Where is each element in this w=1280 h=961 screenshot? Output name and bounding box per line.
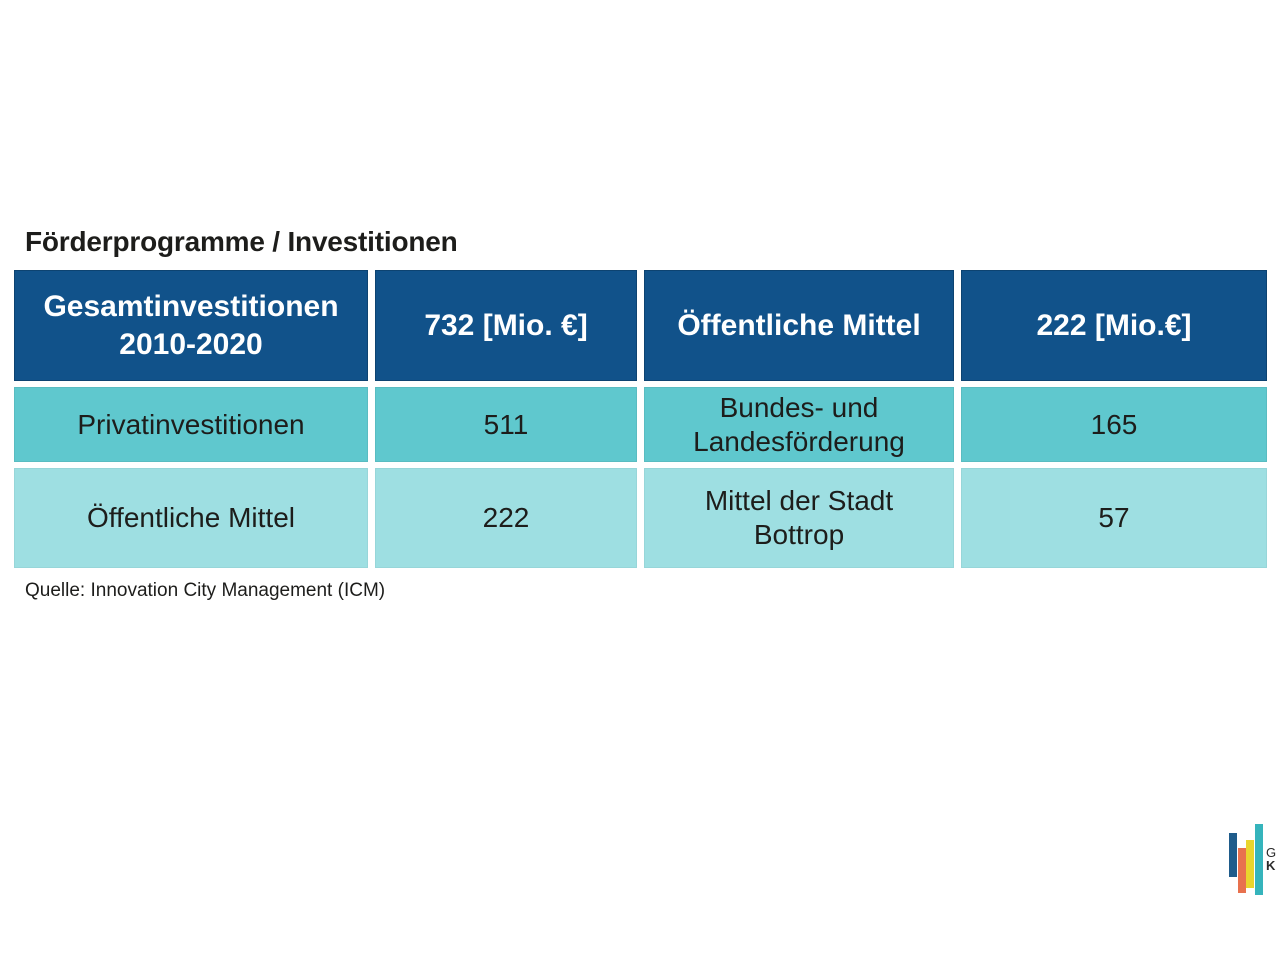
cell-privatinvestitionen-value-text: 511	[483, 408, 529, 440]
investment-table: Gesamtinvestitionen 2010-2020 732 [Mio. …	[14, 270, 1267, 568]
cell-stadt-bottrop-label-text: Mittel der Stadt Bottrop	[704, 485, 894, 550]
source-note: Quelle: Innovation City Management (ICM)	[25, 580, 386, 601]
header-cell-public-label: Öffentliche Mittel	[644, 270, 954, 381]
cell-bundes-landesfoerderung-label: Bundes- und Landesförderung	[644, 387, 954, 462]
cell-stadt-bottrop-label: Mittel der Stadt Bottrop	[644, 468, 954, 568]
logo-bar-yellow-icon	[1246, 840, 1254, 888]
logo-letters: G K	[1266, 846, 1276, 872]
cell-bundes-landesfoerderung-label-text: Bundes- und Landesförderung	[693, 391, 905, 457]
cell-stadt-bottrop-value: 57	[961, 468, 1267, 568]
logo-bar-orange-icon	[1238, 848, 1246, 893]
cell-oeffentliche-mittel-label-text: Öffentliche Mittel	[86, 502, 296, 534]
cell-privatinvestitionen-label-text: Privatinvestitionen	[77, 408, 305, 440]
page-title: Förderprogramme / Investitionen	[25, 226, 458, 257]
cell-oeffentliche-mittel-label: Öffentliche Mittel	[14, 468, 368, 568]
header-cell-total-value: 732 [Mio. €]	[375, 270, 637, 381]
logo: G K	[1229, 824, 1280, 914]
header-cell-public-value-text: 222 [Mio.€]	[1036, 308, 1192, 342]
cell-oeffentliche-mittel-value: 222	[375, 468, 637, 568]
cell-privatinvestitionen-value: 511	[375, 387, 637, 462]
cell-oeffentliche-mittel-value-text: 222	[482, 502, 530, 534]
logo-letter-g: G	[1266, 845, 1277, 860]
header-cell-total-label-text: Gesamtinvestitionen 2010-2020	[43, 290, 339, 361]
cell-bundes-landesfoerderung-value-text: 165	[1090, 408, 1138, 440]
header-cell-public-label-text: Öffentliche Mittel	[677, 308, 921, 342]
cell-bundes-landesfoerderung-value: 165	[961, 387, 1267, 462]
cell-privatinvestitionen-label: Privatinvestitionen	[14, 387, 368, 462]
header-cell-total-label: Gesamtinvestitionen 2010-2020	[14, 270, 368, 381]
header-cell-public-value: 222 [Mio.€]	[961, 270, 1267, 381]
cell-stadt-bottrop-value-text: 57	[1098, 502, 1130, 534]
logo-bar-teal-icon	[1255, 824, 1263, 895]
logo-letter-k: K	[1266, 858, 1276, 873]
header-cell-total-value-text: 732 [Mio. €]	[424, 308, 588, 342]
logo-bar-blue-icon	[1229, 833, 1237, 877]
